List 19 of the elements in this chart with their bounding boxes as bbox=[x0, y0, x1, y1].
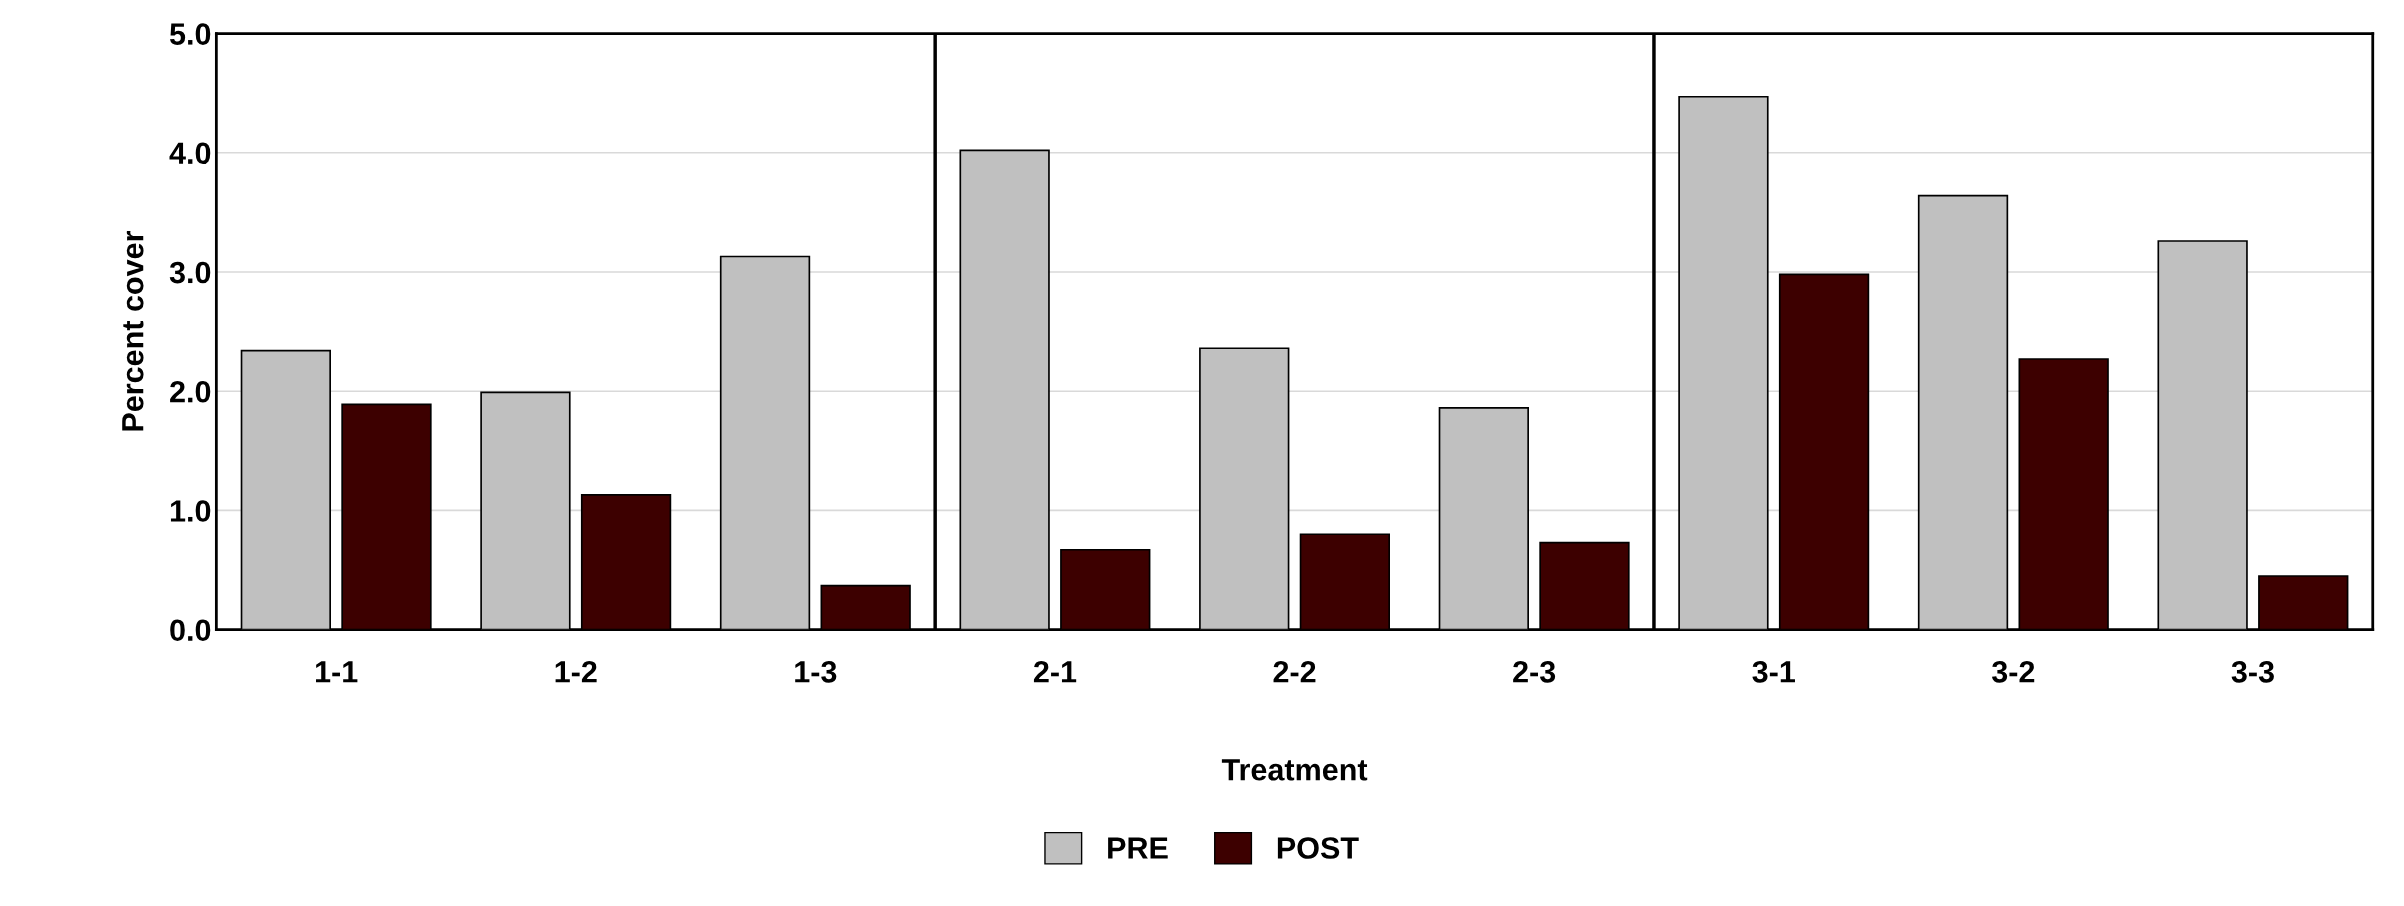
y-tick-label: 3.0 bbox=[169, 261, 211, 284]
x-tick-label: 2-2 bbox=[1273, 661, 1316, 683]
x-tick-label: 3-3 bbox=[2231, 661, 2274, 683]
y-tick-label: 0.0 bbox=[170, 619, 211, 642]
y-tick-label: 4.0 bbox=[169, 142, 211, 165]
y-tick-label: 1.0 bbox=[170, 500, 211, 522]
x-tick-label: 3-1 bbox=[1752, 661, 1795, 683]
legend-label: PRE bbox=[1108, 837, 1168, 859]
x-tick-label: 3-2 bbox=[1991, 661, 2035, 683]
legend-label: POST bbox=[1277, 837, 1359, 859]
x-axis-title: Treatment bbox=[1221, 759, 1368, 781]
y-tick-label: 5.0 bbox=[169, 23, 211, 45]
y-tick-label: 2.0 bbox=[170, 380, 211, 403]
x-tick-label: 1-3 bbox=[795, 661, 837, 683]
x-tick-label: 1-1 bbox=[316, 661, 358, 683]
x-tick-label: 1-2 bbox=[555, 661, 597, 683]
x-tick-label: 2-3 bbox=[1513, 661, 1556, 683]
y-axis-title: Percent cover bbox=[122, 230, 144, 431]
x-tick-label: 2-1 bbox=[1033, 661, 1077, 683]
